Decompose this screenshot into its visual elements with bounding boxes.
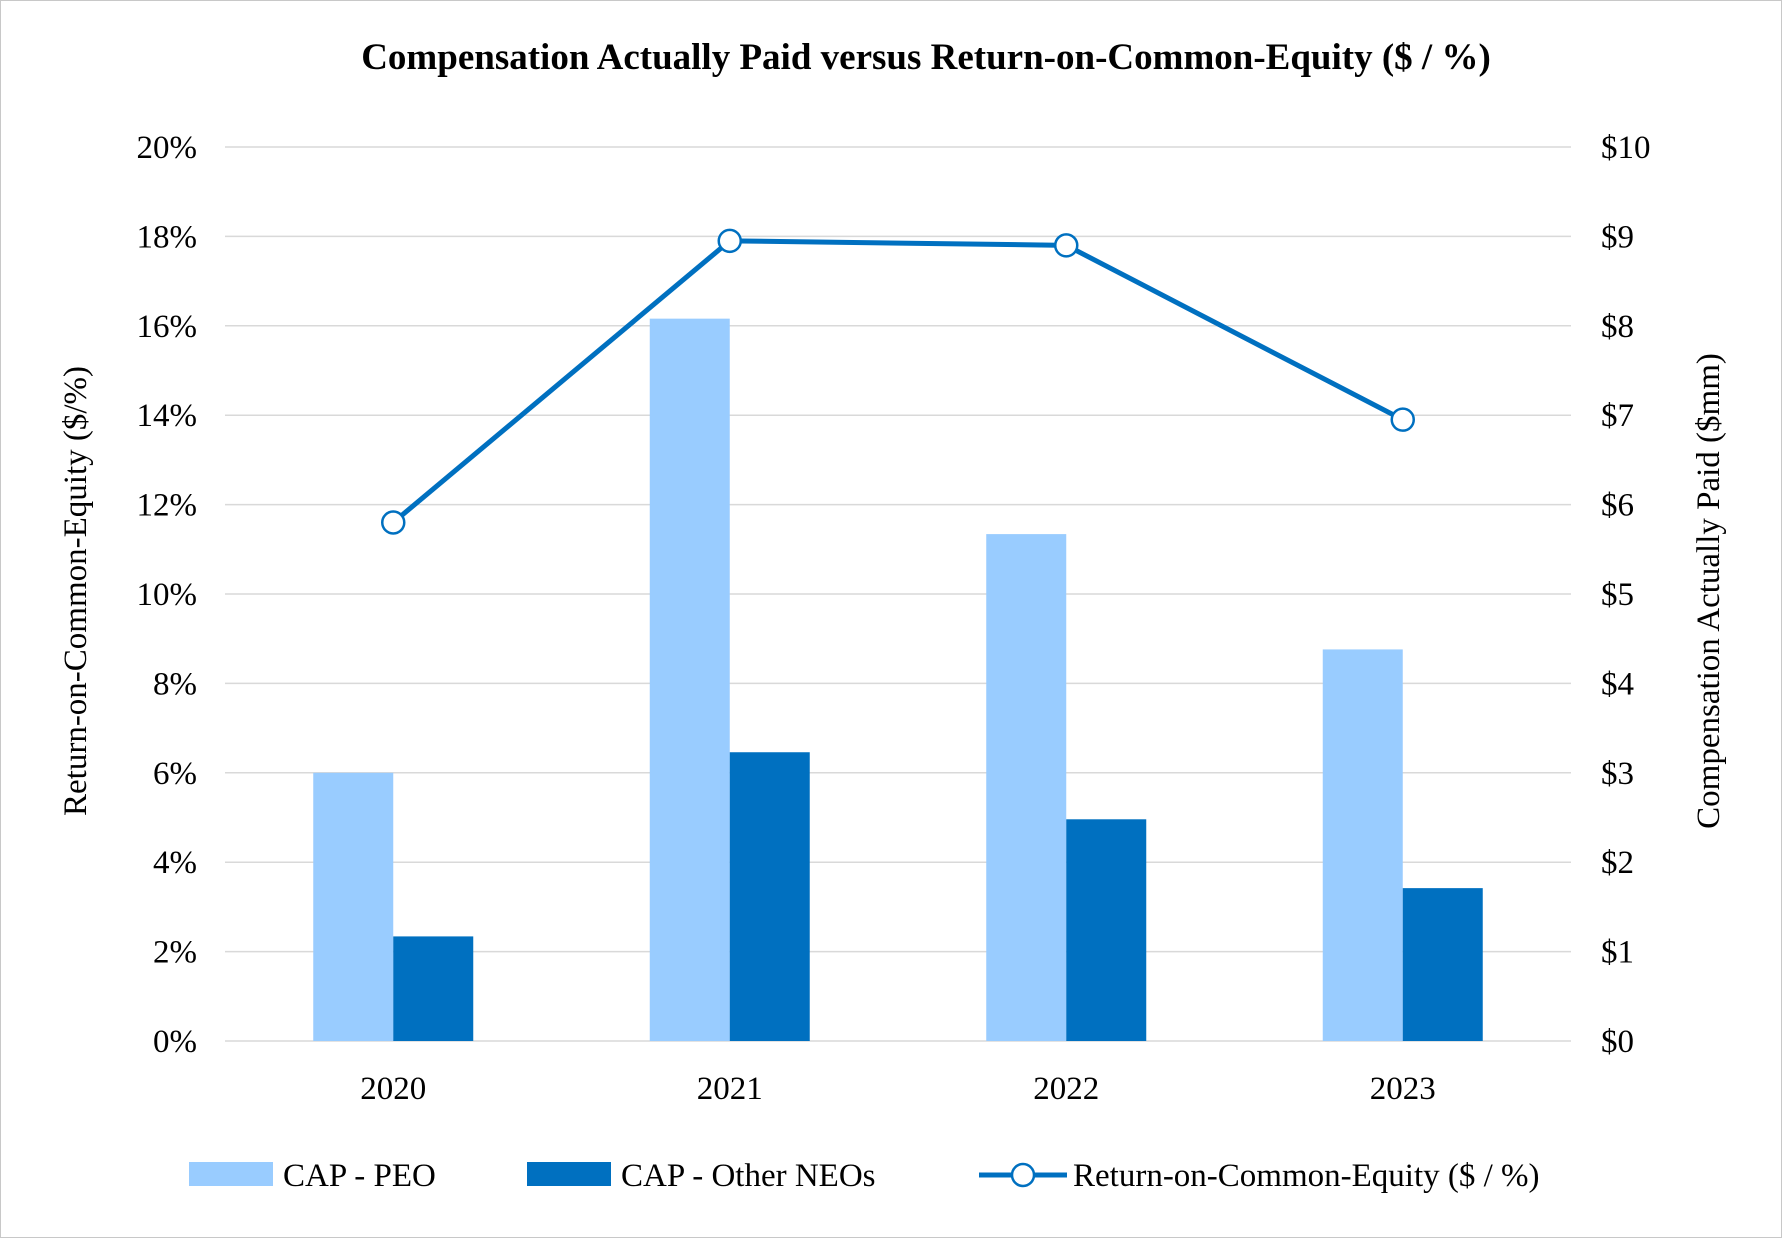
right-tick-label: $1 — [1601, 935, 1634, 971]
roce-point — [717, 228, 742, 254]
left-axis-ticks: 0% 2% 4% 6% 8% 10% 12% 14% 16% 18% 20% — [137, 130, 198, 1060]
right-tick-label: $2 — [1601, 845, 1634, 881]
bar-cap-peo — [1322, 649, 1403, 1041]
bar-cap-other-neos — [393, 936, 474, 1041]
right-tick-label: $10 — [1601, 130, 1651, 166]
bar-cap-peo — [313, 772, 394, 1041]
right-tick-label: $9 — [1601, 219, 1634, 255]
right-tick-label: $5 — [1601, 577, 1634, 613]
right-tick-label: $4 — [1601, 666, 1634, 702]
roce-line — [391, 238, 1404, 525]
legend-swatch-cap-peo — [189, 1162, 273, 1186]
bar-cap-other-neos — [1066, 819, 1147, 1041]
chart-title: Compensation Actually Paid versus Return… — [361, 37, 1491, 78]
right-tick-label: $0 — [1601, 1024, 1634, 1060]
roce-point — [1390, 407, 1415, 432]
x-tick-label: 2022 — [1033, 1071, 1099, 1107]
right-tick-label: $7 — [1601, 398, 1634, 434]
x-tick-label: 2023 — [1370, 1071, 1436, 1107]
roce-point — [1054, 233, 1079, 258]
legend-label-cap-other-neos: CAP - Other NEOs — [621, 1158, 876, 1194]
legend-label-roce: Return-on-Common-Equity ($ / %) — [1073, 1158, 1540, 1194]
left-tick-label: 0% — [153, 1024, 197, 1060]
line-series — [381, 228, 1415, 535]
right-tick-label: $8 — [1601, 309, 1634, 345]
legend-label-cap-peo: CAP - PEO — [283, 1158, 436, 1194]
left-tick-label: 2% — [153, 935, 197, 971]
roce-point — [381, 510, 406, 535]
left-tick-label: 4% — [153, 845, 197, 881]
right-axis-label: Compensation Actually Paid ($mm) — [1691, 353, 1727, 829]
bar-cap-other-neos — [1402, 888, 1483, 1041]
left-tick-label: 12% — [137, 488, 198, 524]
x-axis-ticks: 2020 2021 2022 2023 — [360, 1071, 1436, 1107]
right-tick-label: $6 — [1601, 488, 1634, 524]
x-tick-label: 2020 — [360, 1071, 426, 1107]
left-tick-label: 6% — [153, 756, 197, 792]
bar-cap-peo — [649, 318, 730, 1041]
legend: CAP - PEO CAP - Other NEOs Return-on-Commo… — [189, 1158, 1540, 1194]
right-tick-label: $3 — [1601, 756, 1634, 792]
left-tick-label: 8% — [153, 666, 197, 702]
bar-cap-peo — [986, 534, 1067, 1041]
left-tick-label: 10% — [137, 577, 198, 613]
x-tick-label: 2021 — [697, 1071, 763, 1107]
left-tick-label: 14% — [137, 398, 198, 434]
bar-cap-other-neos — [729, 752, 810, 1041]
left-tick-label: 18% — [137, 219, 198, 255]
bar-series — [313, 318, 1483, 1041]
right-axis-ticks: $0 $1 $2 $3 $4 $5 $6 $7 $8 $9 $10 — [1601, 130, 1651, 1060]
legend-swatch-roce-marker — [1010, 1162, 1036, 1188]
legend-swatch-cap-other-neos — [527, 1162, 611, 1186]
left-tick-label: 16% — [137, 309, 198, 345]
left-axis-label: Return-on-Common-Equity ($/%) — [58, 366, 94, 816]
left-tick-label: 20% — [137, 130, 198, 166]
